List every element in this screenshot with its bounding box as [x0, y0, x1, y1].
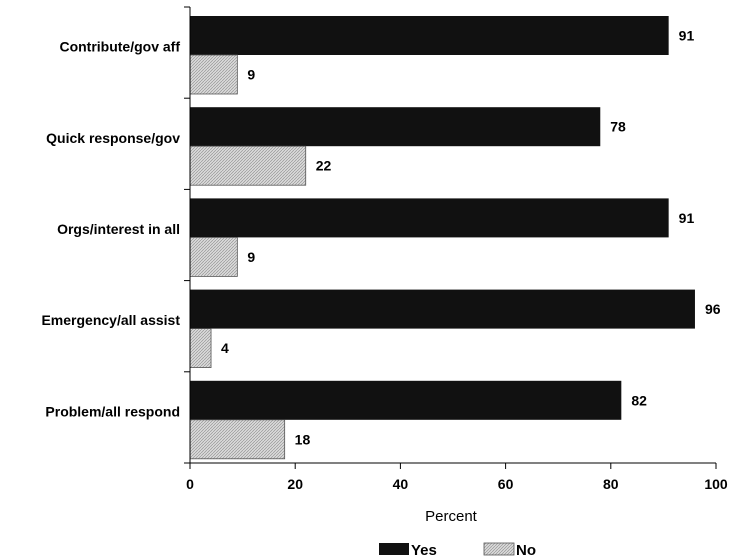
- x-tick-label-5: 100: [704, 476, 728, 492]
- category-label-1: Quick response/gov: [46, 130, 180, 146]
- bars-group: [189, 16, 695, 460]
- legend-label-no: No: [516, 542, 536, 559]
- legend: Yes No: [379, 542, 536, 559]
- category-label-3: Emergency/all assist: [41, 312, 180, 328]
- x-tick-label-4: 80: [603, 476, 619, 492]
- value-label-yes-2: 91: [679, 210, 695, 226]
- value-label-no-0: 9: [247, 67, 255, 83]
- value-label-yes-1: 78: [610, 119, 626, 135]
- value-label-no-1: 22: [316, 158, 332, 174]
- x-tick-label-3: 60: [498, 476, 514, 492]
- value-label-yes-3: 96: [705, 301, 721, 317]
- category-label-4: Problem/all respond: [45, 403, 180, 419]
- y-ticks-group: [184, 6, 190, 464]
- bar-no-2: [189, 236, 238, 277]
- category-label-0: Contribute/gov aff: [59, 39, 180, 55]
- category-labels-group: Contribute/gov aff Quick response/gov Orgs…: [41, 39, 180, 420]
- value-label-yes-0: 91: [679, 28, 695, 44]
- x-axis-title: Percent: [425, 508, 478, 525]
- bar-no-1: [189, 145, 307, 186]
- bar-yes-2: [190, 198, 669, 238]
- bar-yes-0: [190, 16, 669, 55]
- bar-no-4: [189, 419, 286, 460]
- value-label-no-2: 9: [247, 249, 255, 265]
- x-tick-label-2: 40: [393, 476, 409, 492]
- value-label-no-4: 18: [295, 431, 311, 447]
- value-label-yes-4: 82: [631, 392, 647, 408]
- legend-label-yes: Yes: [411, 542, 437, 559]
- x-ticks-group: 0 20 40 60 80 100: [186, 463, 728, 492]
- bar-yes-1: [190, 107, 601, 147]
- value-label-no-3: 4: [221, 340, 229, 356]
- x-tick-label-0: 0: [186, 476, 194, 492]
- legend-swatch-no: [483, 542, 515, 556]
- bar-yes-4: [190, 380, 622, 420]
- value-labels-group: 91 9 78 22 91 9 96 4 82 18: [221, 28, 721, 448]
- legend-swatch-yes: [379, 543, 409, 555]
- category-label-2: Orgs/interest in all: [57, 221, 180, 237]
- bar-yes-3: [190, 289, 695, 329]
- x-tick-label-1: 20: [287, 476, 303, 492]
- bar-no-0: [189, 54, 238, 95]
- bar-no-3: [189, 328, 212, 369]
